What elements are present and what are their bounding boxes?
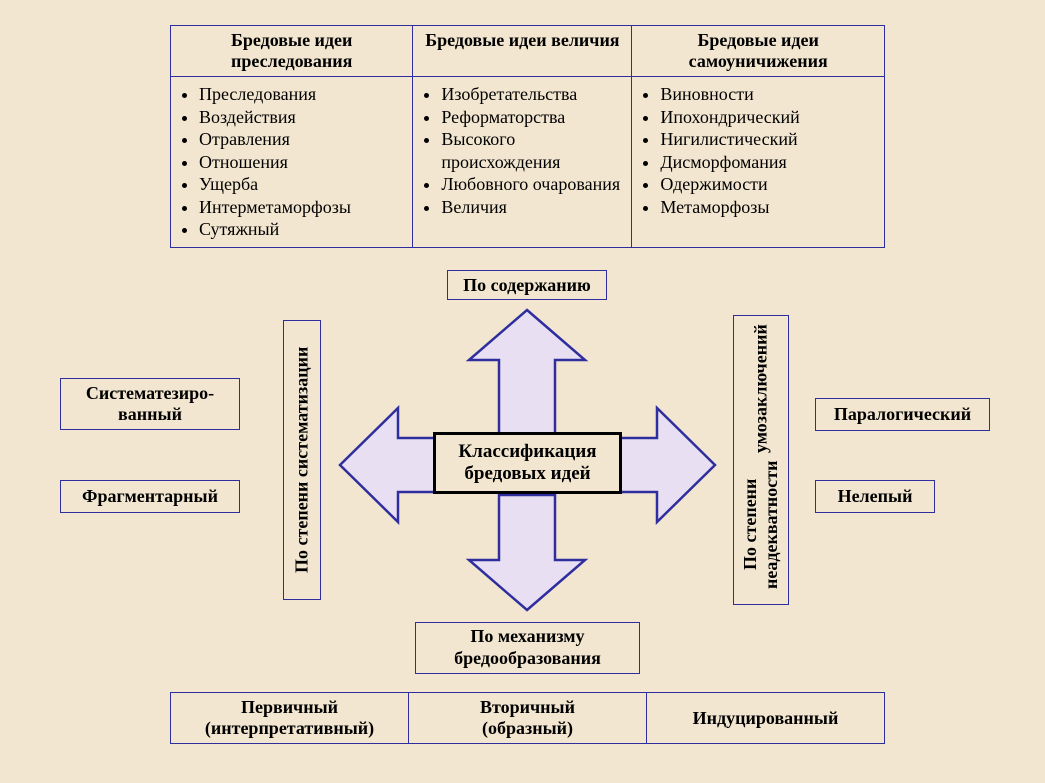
mechanism-primary: Первичный (интерпретативный) — [171, 693, 409, 744]
axis-label-right-line2: умозаключений — [751, 324, 772, 453]
list-item: Ущерба — [199, 173, 404, 196]
axis-label-bottom: По механизму бредообразования — [415, 622, 640, 674]
mechanism-secondary: Вторичный (образный) — [409, 693, 647, 744]
list-item: Величия — [441, 196, 623, 219]
list-item: Виновности — [660, 83, 876, 106]
left-item-fragmentary: Фрагментарный — [60, 480, 240, 513]
list-item: Одержимости — [660, 173, 876, 196]
list-item: Преследования — [199, 83, 404, 106]
left-item1-line1: Систематезиро- — [86, 383, 214, 404]
axis-label-left: По степени систематизации — [283, 320, 321, 600]
header-persecution: Бредовые идеи преследования — [171, 26, 413, 77]
list-item: Метаморфозы — [660, 196, 876, 219]
list-item: Изобретательства — [441, 83, 623, 106]
header-self-deprecation: Бредовые идеи самоуничижения — [632, 26, 885, 77]
list-item: Интерметаморфозы — [199, 196, 404, 219]
center-title-line1: Классификация — [446, 441, 609, 463]
list-item: Отношения — [199, 151, 404, 174]
list-item: Дисморфомания — [660, 151, 876, 174]
center-title-line2: бредовых идей — [446, 463, 609, 485]
right-item-absurd: Нелепый — [815, 480, 935, 513]
axis-label-top: По содержанию — [447, 270, 607, 300]
mechanism-secondary-line1: Вторичный — [415, 697, 640, 718]
list-item: Реформаторства — [441, 106, 623, 129]
list-item: Высокого происхождения — [441, 128, 623, 173]
mechanism-primary-line1: Первичный — [177, 697, 402, 718]
bottom-mechanism-table: Первичный (интерпретативный) Вторичный (… — [170, 692, 885, 744]
axis-label-bottom-line1: По механизму — [470, 626, 584, 648]
axis-label-bottom-line2: бредообразования — [454, 648, 601, 670]
header-grandeur: Бредовые идеи величия — [413, 26, 632, 77]
mechanism-primary-line2: (интерпретативный) — [177, 718, 402, 739]
list-item: Воздействия — [199, 106, 404, 129]
mechanism-secondary-line2: (образный) — [415, 718, 640, 739]
list-item: Любовного очарования — [441, 173, 623, 196]
mechanism-induced: Индуцированный — [647, 693, 885, 744]
top-content-table: Бредовые идеи преследования Бредовые иде… — [170, 25, 885, 248]
cell-grandeur-list: Изобретательства Реформаторства Высокого… — [413, 77, 632, 248]
center-title-box: Классификация бредовых идей — [433, 432, 622, 494]
list-item: Отравления — [199, 128, 404, 151]
cell-persecution-list: Преследования Воздействия Отравления Отн… — [171, 77, 413, 248]
axis-label-right: По степени неадекватности умозаключений — [733, 315, 789, 605]
list-item: Нигилистический — [660, 128, 876, 151]
left-item-systematized: Систематезиро- ванный — [60, 378, 240, 430]
list-item: Ипохондрический — [660, 106, 876, 129]
left-item1-line2: ванный — [118, 404, 182, 425]
list-item: Сутяжный — [199, 218, 404, 241]
cell-self-deprecation-list: Виновности Ипохондрический Нигилистическ… — [632, 77, 885, 248]
right-item-paralogical: Паралогический — [815, 398, 990, 431]
axis-label-right-line1: По степени неадекватности — [740, 453, 782, 596]
